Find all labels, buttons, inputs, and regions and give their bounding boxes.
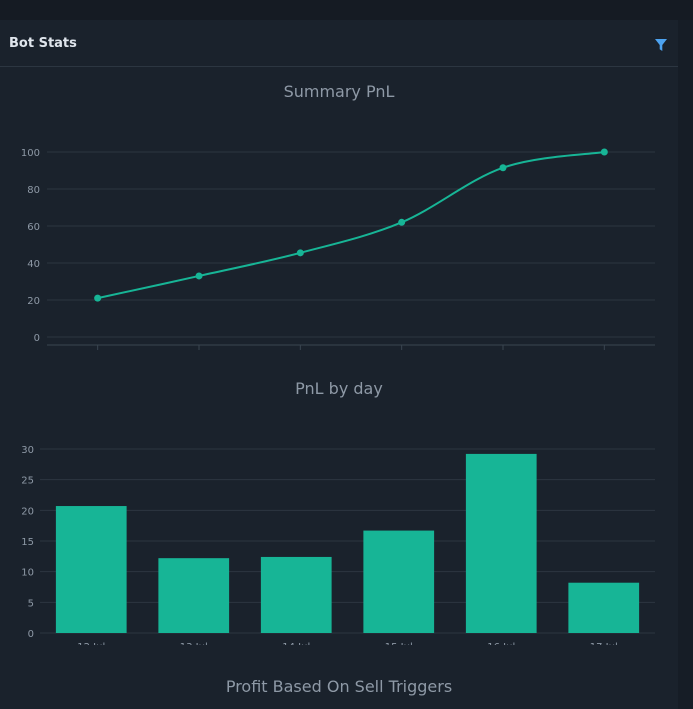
y-tick-label: 25 [21,476,34,487]
data-point [94,294,102,302]
bar [568,582,640,633]
pnl-by-day-title: PnL by day [295,379,383,398]
panel-header: Bot Stats [0,20,678,67]
x-tick-label: 15 Jul [385,642,413,645]
y-tick-label: 80 [27,185,40,196]
profit-sell-triggers-title: Profit Based On Sell Triggers [225,677,453,696]
y-tick-label: 40 [27,259,40,270]
panel-title: Bot Stats [9,36,77,51]
data-point [195,272,203,280]
bar [158,558,230,633]
data-point [398,218,406,226]
bar [55,506,127,633]
bar [363,530,435,633]
y-tick-label: 30 [21,445,34,456]
x-tick-label: 17 Jul [590,642,618,645]
pnl-by-day-chart: 0 5 10 15 20 25 30 12 Jul 13 Jul 14 Jul 15 Jul 16 J… [21,445,655,645]
series-line [97,151,605,300]
x-tick-label: 14 Jul [282,642,310,645]
x-tick-label: 13 Jul [180,642,208,645]
bar [260,556,332,633]
bot-stats-panel: Bot Stats Summary PnL 02040608010012 Jul… [0,20,678,709]
data-point [600,148,608,156]
y-tick-label: 0 [34,333,40,344]
summary-pnl-chart: 02040608010012 Jul13 Jul14 Jul15 Jul16 J… [21,148,655,350]
x-tick-label: 12 Jul [77,642,105,645]
bar [465,453,537,633]
data-point [499,164,507,172]
y-tick-label: 10 [21,568,34,579]
y-tick-label: 60 [27,222,40,233]
y-tick-label: 20 [27,296,40,307]
x-tick-label: 16 Jul [487,642,515,645]
y-tick-label: 0 [28,629,34,640]
filter-icon[interactable] [654,38,668,52]
top-bar [0,0,693,20]
y-tick-label: 20 [21,506,34,517]
data-point [296,249,304,257]
y-tick-label: 15 [21,537,34,548]
summary-pnl-title: Summary PnL [283,82,395,101]
y-tick-label: 5 [28,598,34,609]
y-tick-label: 100 [21,148,40,159]
